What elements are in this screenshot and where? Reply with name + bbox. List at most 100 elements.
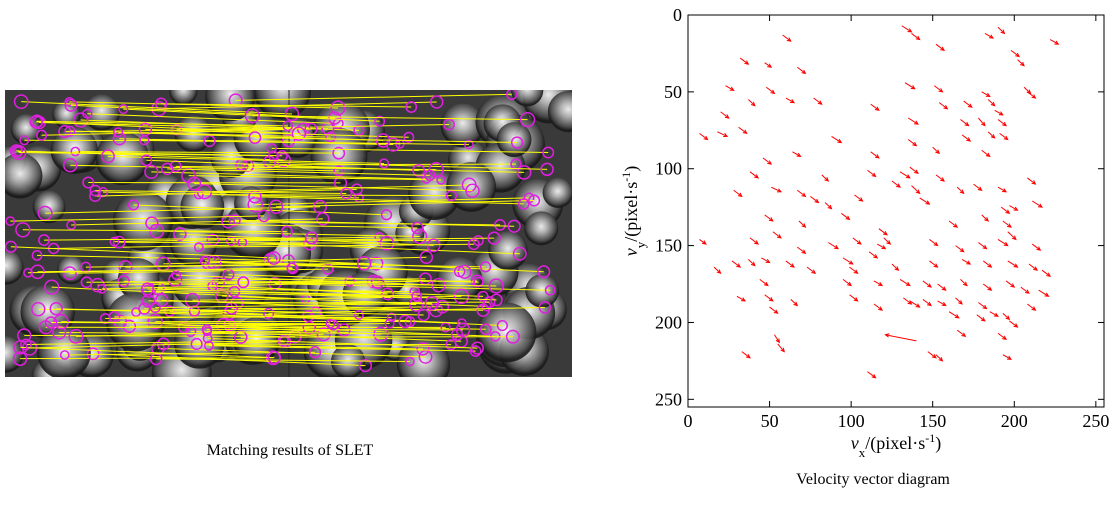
velocity-arrow bbox=[907, 117, 919, 125]
ylabel-part: v bbox=[621, 248, 641, 256]
match-line bbox=[20, 346, 275, 359]
match-line bbox=[105, 314, 359, 320]
keypoint bbox=[149, 352, 163, 366]
velocity-arrow bbox=[870, 103, 880, 112]
keypoint bbox=[53, 313, 69, 330]
x-tick-label: 150 bbox=[919, 411, 946, 431]
keypoint bbox=[268, 277, 282, 291]
keypoint bbox=[424, 169, 436, 182]
bubble bbox=[117, 258, 160, 301]
velocity-arrow bbox=[932, 146, 941, 155]
velocity-arrow bbox=[739, 57, 750, 65]
velocity-arrow bbox=[963, 100, 973, 108]
velocity-arrow bbox=[935, 174, 946, 182]
keypoint bbox=[473, 276, 484, 288]
velocity-arrow bbox=[764, 294, 774, 302]
velocity-arrow bbox=[782, 34, 792, 42]
keypoint bbox=[173, 227, 187, 241]
keypoint bbox=[411, 221, 424, 235]
match-line bbox=[208, 345, 476, 352]
velocity-arrow bbox=[999, 132, 1009, 141]
match-line bbox=[271, 147, 549, 154]
bubble bbox=[511, 90, 544, 107]
keypoint bbox=[443, 118, 455, 131]
match-line bbox=[228, 274, 479, 283]
velocity-arrow bbox=[774, 334, 780, 344]
keypoint bbox=[429, 95, 444, 109]
keypoint bbox=[64, 125, 76, 137]
keypoint bbox=[418, 349, 433, 364]
velocity-arrow bbox=[867, 169, 877, 178]
velocity-arrow bbox=[733, 189, 743, 198]
match-line bbox=[25, 340, 284, 345]
bubble bbox=[446, 162, 497, 212]
keypoint bbox=[440, 322, 451, 333]
keypoint bbox=[141, 294, 156, 308]
bubble bbox=[32, 190, 66, 224]
velocity-arrow bbox=[1002, 220, 1012, 228]
keypoint bbox=[494, 218, 506, 231]
keypoint bbox=[266, 143, 277, 154]
velocity-arrow bbox=[935, 43, 946, 52]
velocity-arrow bbox=[929, 260, 939, 268]
match-line bbox=[22, 229, 287, 233]
velocity-arrow bbox=[785, 97, 796, 104]
keypoint bbox=[465, 183, 480, 198]
velocity-arrow bbox=[764, 214, 774, 222]
keypoint bbox=[412, 228, 428, 245]
keypoint bbox=[11, 144, 27, 161]
keypoint bbox=[171, 270, 182, 281]
velocity-arrow bbox=[1017, 59, 1025, 67]
match-line bbox=[71, 218, 323, 226]
match-line bbox=[176, 274, 439, 286]
bubble bbox=[542, 177, 572, 208]
keypoint bbox=[424, 296, 440, 311]
velocity-arrow bbox=[766, 86, 776, 95]
match-line bbox=[254, 137, 518, 143]
match-line bbox=[75, 151, 339, 154]
velocity-arrow bbox=[870, 151, 880, 159]
velocity-arrow bbox=[699, 132, 709, 141]
keypoint bbox=[479, 323, 492, 336]
keypoint bbox=[13, 94, 29, 110]
keypoint bbox=[62, 266, 77, 281]
velocity-arrow bbox=[922, 298, 932, 307]
match-line bbox=[163, 343, 423, 350]
keypoint bbox=[12, 351, 28, 366]
keypoint bbox=[398, 314, 413, 329]
keypoint bbox=[470, 341, 484, 355]
match-line bbox=[255, 197, 530, 206]
match-line bbox=[252, 115, 528, 121]
keypoint bbox=[140, 154, 153, 167]
keypoint bbox=[64, 98, 78, 112]
velocity-arrow bbox=[813, 97, 823, 105]
match-line bbox=[87, 113, 339, 125]
velocity-arrow bbox=[899, 278, 911, 287]
bubble bbox=[253, 90, 312, 120]
keypoint bbox=[313, 199, 327, 214]
keypoint bbox=[510, 136, 524, 149]
velocity-arrow bbox=[1002, 354, 1013, 360]
velocity-arrow bbox=[769, 306, 779, 314]
keypoint bbox=[528, 194, 541, 207]
keypoint bbox=[380, 209, 393, 221]
velocity-arrow bbox=[841, 212, 851, 221]
keypoint bbox=[325, 318, 336, 329]
match-line bbox=[194, 183, 473, 192]
keypoint bbox=[483, 296, 496, 309]
keypoint bbox=[538, 301, 552, 314]
velocity-arrow bbox=[772, 231, 782, 239]
bubble bbox=[95, 131, 150, 186]
velocity-arrow bbox=[982, 260, 993, 268]
keypoint bbox=[333, 165, 345, 177]
velocity-arrow bbox=[748, 99, 756, 107]
match-line bbox=[234, 291, 497, 301]
bubble bbox=[488, 230, 528, 270]
keypoint bbox=[416, 342, 430, 356]
match-line bbox=[16, 150, 284, 161]
match-line bbox=[156, 230, 420, 238]
velocity-arrow bbox=[997, 119, 1008, 127]
velocity-arrow bbox=[984, 33, 995, 39]
velocity-arrow bbox=[731, 260, 742, 268]
velocity-arrow bbox=[937, 283, 947, 291]
